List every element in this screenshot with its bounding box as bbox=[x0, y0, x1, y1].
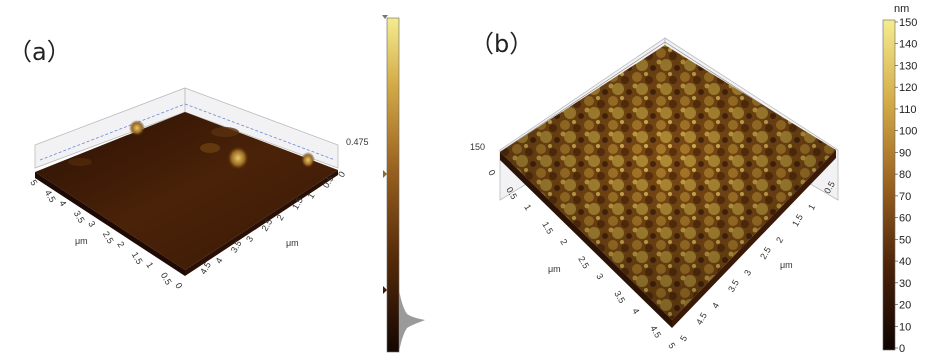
axis-unit-left-b: μm bbox=[548, 264, 561, 274]
colorbar-tick-label: 90 bbox=[899, 147, 911, 159]
colorbar-b-gradient bbox=[882, 19, 896, 351]
axis-tick-label: 3 bbox=[244, 234, 255, 243]
right-axis-ticks-b: 54.543.532.521.510.50 bbox=[678, 170, 840, 343]
axis-tick-label: 2 bbox=[558, 237, 569, 246]
colorbar-tick-label: 120 bbox=[899, 82, 917, 94]
colorbar-tick-label: 10 bbox=[899, 321, 911, 333]
surface-a bbox=[35, 112, 338, 270]
colorbar-tick-label: 50 bbox=[899, 234, 911, 246]
axis-tick-label: 2.5 bbox=[576, 255, 591, 271]
axis-tick-label: 0 bbox=[336, 170, 347, 179]
axis-tick-label: 2 bbox=[275, 213, 286, 222]
axis-tick-label: 1.5 bbox=[130, 250, 145, 266]
axis-tick-label: 3.5 bbox=[726, 278, 741, 294]
panel-b-label: （b） bbox=[470, 30, 533, 58]
colorbar-tick-label: 30 bbox=[899, 278, 911, 290]
colorbar-marker-icon bbox=[383, 170, 387, 178]
axis-tick-label: 0 bbox=[838, 170, 840, 179]
colorbar-tick-label: 150 bbox=[899, 17, 917, 29]
axis-tick-label: 3 bbox=[86, 219, 97, 228]
axis-tick-label: 2 bbox=[115, 240, 126, 249]
axis-tick-label: 4 bbox=[630, 306, 641, 315]
axis-tick-label: 2.5 bbox=[758, 245, 773, 261]
colorbar-tick-label: 140 bbox=[899, 39, 917, 51]
axis-tick-label: 2.5 bbox=[101, 230, 116, 246]
colorbar-tick-label: 20 bbox=[899, 300, 911, 312]
axis-tick-label: 1 bbox=[144, 260, 155, 269]
panel-b: （b） 150 150 00.511.522.533.544.55 54.543… bbox=[470, 30, 840, 350]
axis-tick-label: 0 bbox=[486, 168, 497, 177]
axis-tick-label: 1 bbox=[806, 202, 817, 211]
colorbar-marker-icon bbox=[383, 286, 387, 294]
axis-tick-label: 5 bbox=[28, 178, 39, 187]
axis-unit-left-a: μm bbox=[75, 236, 88, 246]
colorbar-tick-label: 70 bbox=[899, 191, 911, 203]
colorbar-tick-label: 130 bbox=[899, 60, 917, 72]
colorbar-tick-label: 100 bbox=[899, 126, 917, 138]
colorbar-a-gradient bbox=[386, 17, 400, 353]
axis-unit-right-a: μm bbox=[286, 238, 299, 248]
axis-unit-right-b: μm bbox=[780, 260, 793, 270]
colorbar-tick-label: 110 bbox=[899, 104, 917, 116]
feature-bump bbox=[227, 146, 249, 170]
feature-bump bbox=[301, 152, 315, 168]
height-label-a: 0.475 bbox=[346, 137, 369, 147]
axis-tick-label: 3.5 bbox=[72, 209, 87, 225]
axis-tick-label: 4.5 bbox=[648, 324, 663, 340]
feature-bump bbox=[129, 120, 145, 136]
axis-tick-label: 0.5 bbox=[159, 271, 174, 287]
axis-tick-label: 3.5 bbox=[612, 289, 627, 305]
axis-tick-label: 2 bbox=[774, 235, 785, 244]
axis-tick-label: 4.5 bbox=[694, 311, 709, 327]
axis-tick-label: 1.5 bbox=[540, 220, 555, 236]
colorbar-a bbox=[382, 15, 425, 353]
colorbar-tick-label: 0 bbox=[899, 343, 905, 354]
axis-tick-label: 3 bbox=[594, 272, 605, 281]
axis-tick-label: 5 bbox=[666, 341, 677, 350]
height-histogram bbox=[399, 290, 425, 352]
axis-tick-label: 4 bbox=[213, 256, 224, 265]
axis-tick-label: 1.5 bbox=[790, 212, 805, 228]
colorbar-tick-label: 40 bbox=[899, 256, 911, 268]
panel-a-label: （a） bbox=[8, 38, 71, 66]
colorbar-tick-label: 60 bbox=[899, 213, 911, 225]
height-label-b-left: 150 bbox=[470, 142, 485, 152]
axis-tick-label: 1 bbox=[522, 203, 533, 212]
axis-tick-label: 4 bbox=[57, 199, 68, 208]
panel-a: （a） 0.475 54.5 43.5 32.5 21.5 10.5 0 00.511.5… bbox=[8, 38, 369, 290]
colorbar-unit: nm bbox=[894, 3, 909, 15]
colorbar-tick-label: 80 bbox=[899, 169, 911, 181]
axis-tick-label: 5 bbox=[678, 334, 689, 343]
axis-tick-label: 3 bbox=[742, 268, 753, 277]
axis-tick-label: 1 bbox=[305, 191, 316, 200]
axis-tick-label: 0 bbox=[173, 281, 184, 290]
axis-tick-label: 4 bbox=[710, 301, 721, 310]
